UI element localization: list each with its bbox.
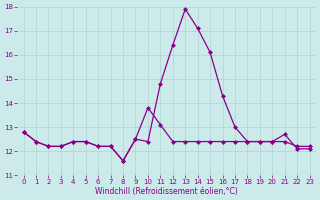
X-axis label: Windchill (Refroidissement éolien,°C): Windchill (Refroidissement éolien,°C): [95, 187, 238, 196]
